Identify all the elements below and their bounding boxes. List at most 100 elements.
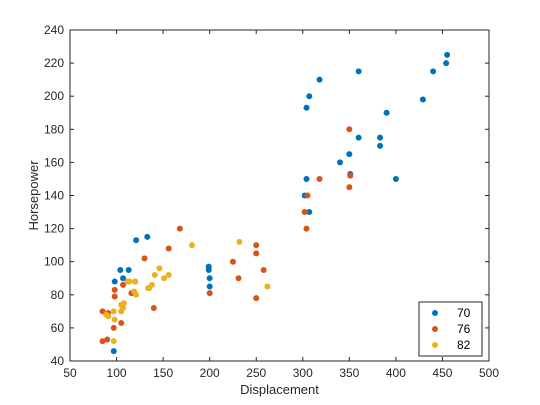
data-point	[346, 126, 353, 133]
data-point	[316, 175, 323, 182]
y-axis-label: Horsepower	[26, 160, 41, 231]
data-point	[355, 68, 362, 75]
data-point	[133, 291, 140, 298]
legend-marker	[432, 326, 438, 332]
y-tick-label: 200	[44, 89, 64, 103]
data-point	[120, 275, 127, 282]
data-point	[229, 258, 236, 265]
data-point	[144, 233, 151, 240]
data-point	[235, 275, 242, 282]
data-point	[161, 275, 168, 282]
data-point	[377, 134, 384, 141]
data-point	[117, 266, 124, 273]
data-point	[150, 305, 157, 312]
legend: 70 76 82	[418, 301, 483, 357]
data-point	[306, 209, 313, 216]
points-layer	[99, 51, 451, 355]
y-tick-label: 40	[51, 354, 65, 368]
legend-label: 76	[457, 322, 471, 336]
data-point	[110, 308, 117, 315]
data-point	[346, 151, 353, 158]
data-point	[205, 266, 212, 273]
data-point	[111, 293, 118, 300]
data-point	[253, 295, 260, 302]
data-point	[392, 175, 399, 182]
data-point	[206, 283, 213, 290]
y-tick-label: 180	[44, 122, 64, 136]
legend-marker	[432, 342, 438, 348]
x-tick-label: 200	[200, 366, 220, 380]
axes-layer: 50 100 150 200 250 300 350 400 450 500 40 60 80 100 12…	[44, 23, 499, 380]
data-point	[346, 184, 353, 191]
data-point	[301, 209, 308, 216]
data-point	[110, 324, 117, 331]
x-tick-label: 450	[432, 366, 452, 380]
y-tick-label: 120	[44, 222, 64, 236]
y-tick-label: 220	[44, 56, 64, 70]
legend-marker	[432, 310, 438, 316]
data-point	[419, 96, 426, 103]
data-point	[105, 313, 112, 320]
x-tick-label: 50	[63, 366, 77, 380]
data-point	[120, 305, 127, 312]
data-point	[111, 286, 118, 293]
x-tick-label: 100	[107, 366, 127, 380]
data-point	[347, 172, 354, 179]
data-point	[444, 51, 451, 58]
data-point	[188, 242, 195, 249]
data-point	[125, 266, 132, 273]
x-tick-label: 300	[293, 366, 313, 380]
data-point	[132, 278, 139, 285]
data-point	[121, 300, 127, 307]
y-tick-label: 80	[51, 288, 65, 302]
data-point	[165, 271, 172, 278]
y-tick-label: 240	[44, 23, 64, 37]
data-point	[99, 338, 106, 345]
data-point	[303, 175, 310, 182]
data-point	[430, 68, 437, 75]
data-point	[383, 109, 390, 116]
data-point	[104, 336, 111, 343]
data-point	[304, 192, 311, 199]
x-tick-label: 400	[386, 366, 406, 380]
data-point	[118, 319, 125, 326]
data-point	[303, 225, 310, 232]
data-point	[253, 250, 260, 257]
data-point	[151, 271, 158, 278]
data-point	[253, 242, 260, 249]
legend-box	[418, 301, 483, 357]
x-tick-label: 250	[246, 366, 266, 380]
y-tick-label: 160	[44, 155, 64, 169]
data-point	[303, 104, 310, 111]
data-point	[165, 245, 172, 252]
x-tick-label: 150	[153, 366, 173, 380]
data-point	[176, 225, 183, 232]
data-point	[126, 278, 133, 285]
x-axis-label: Displacement	[240, 382, 319, 397]
legend-label: 82	[457, 338, 471, 352]
data-point	[306, 93, 313, 100]
data-point	[236, 238, 243, 245]
data-point	[110, 338, 117, 345]
data-point	[337, 159, 344, 166]
y-tick-label: 60	[51, 321, 65, 335]
data-point	[316, 76, 323, 83]
x-tick-label: 350	[339, 366, 359, 380]
data-point	[206, 275, 213, 282]
data-point	[110, 348, 117, 355]
data-point	[133, 237, 140, 244]
data-point	[120, 281, 127, 288]
legend-label: 70	[457, 306, 471, 320]
y-tick-label: 100	[44, 255, 64, 269]
data-point	[111, 278, 118, 285]
y-tick-label: 140	[44, 189, 64, 203]
data-point	[148, 281, 155, 288]
data-point	[111, 316, 118, 323]
data-point	[355, 134, 362, 141]
data-point	[377, 142, 384, 149]
x-tick-label: 500	[479, 366, 499, 380]
data-point	[141, 255, 148, 262]
data-point	[443, 60, 450, 67]
data-point	[156, 265, 163, 272]
data-point	[264, 283, 271, 290]
